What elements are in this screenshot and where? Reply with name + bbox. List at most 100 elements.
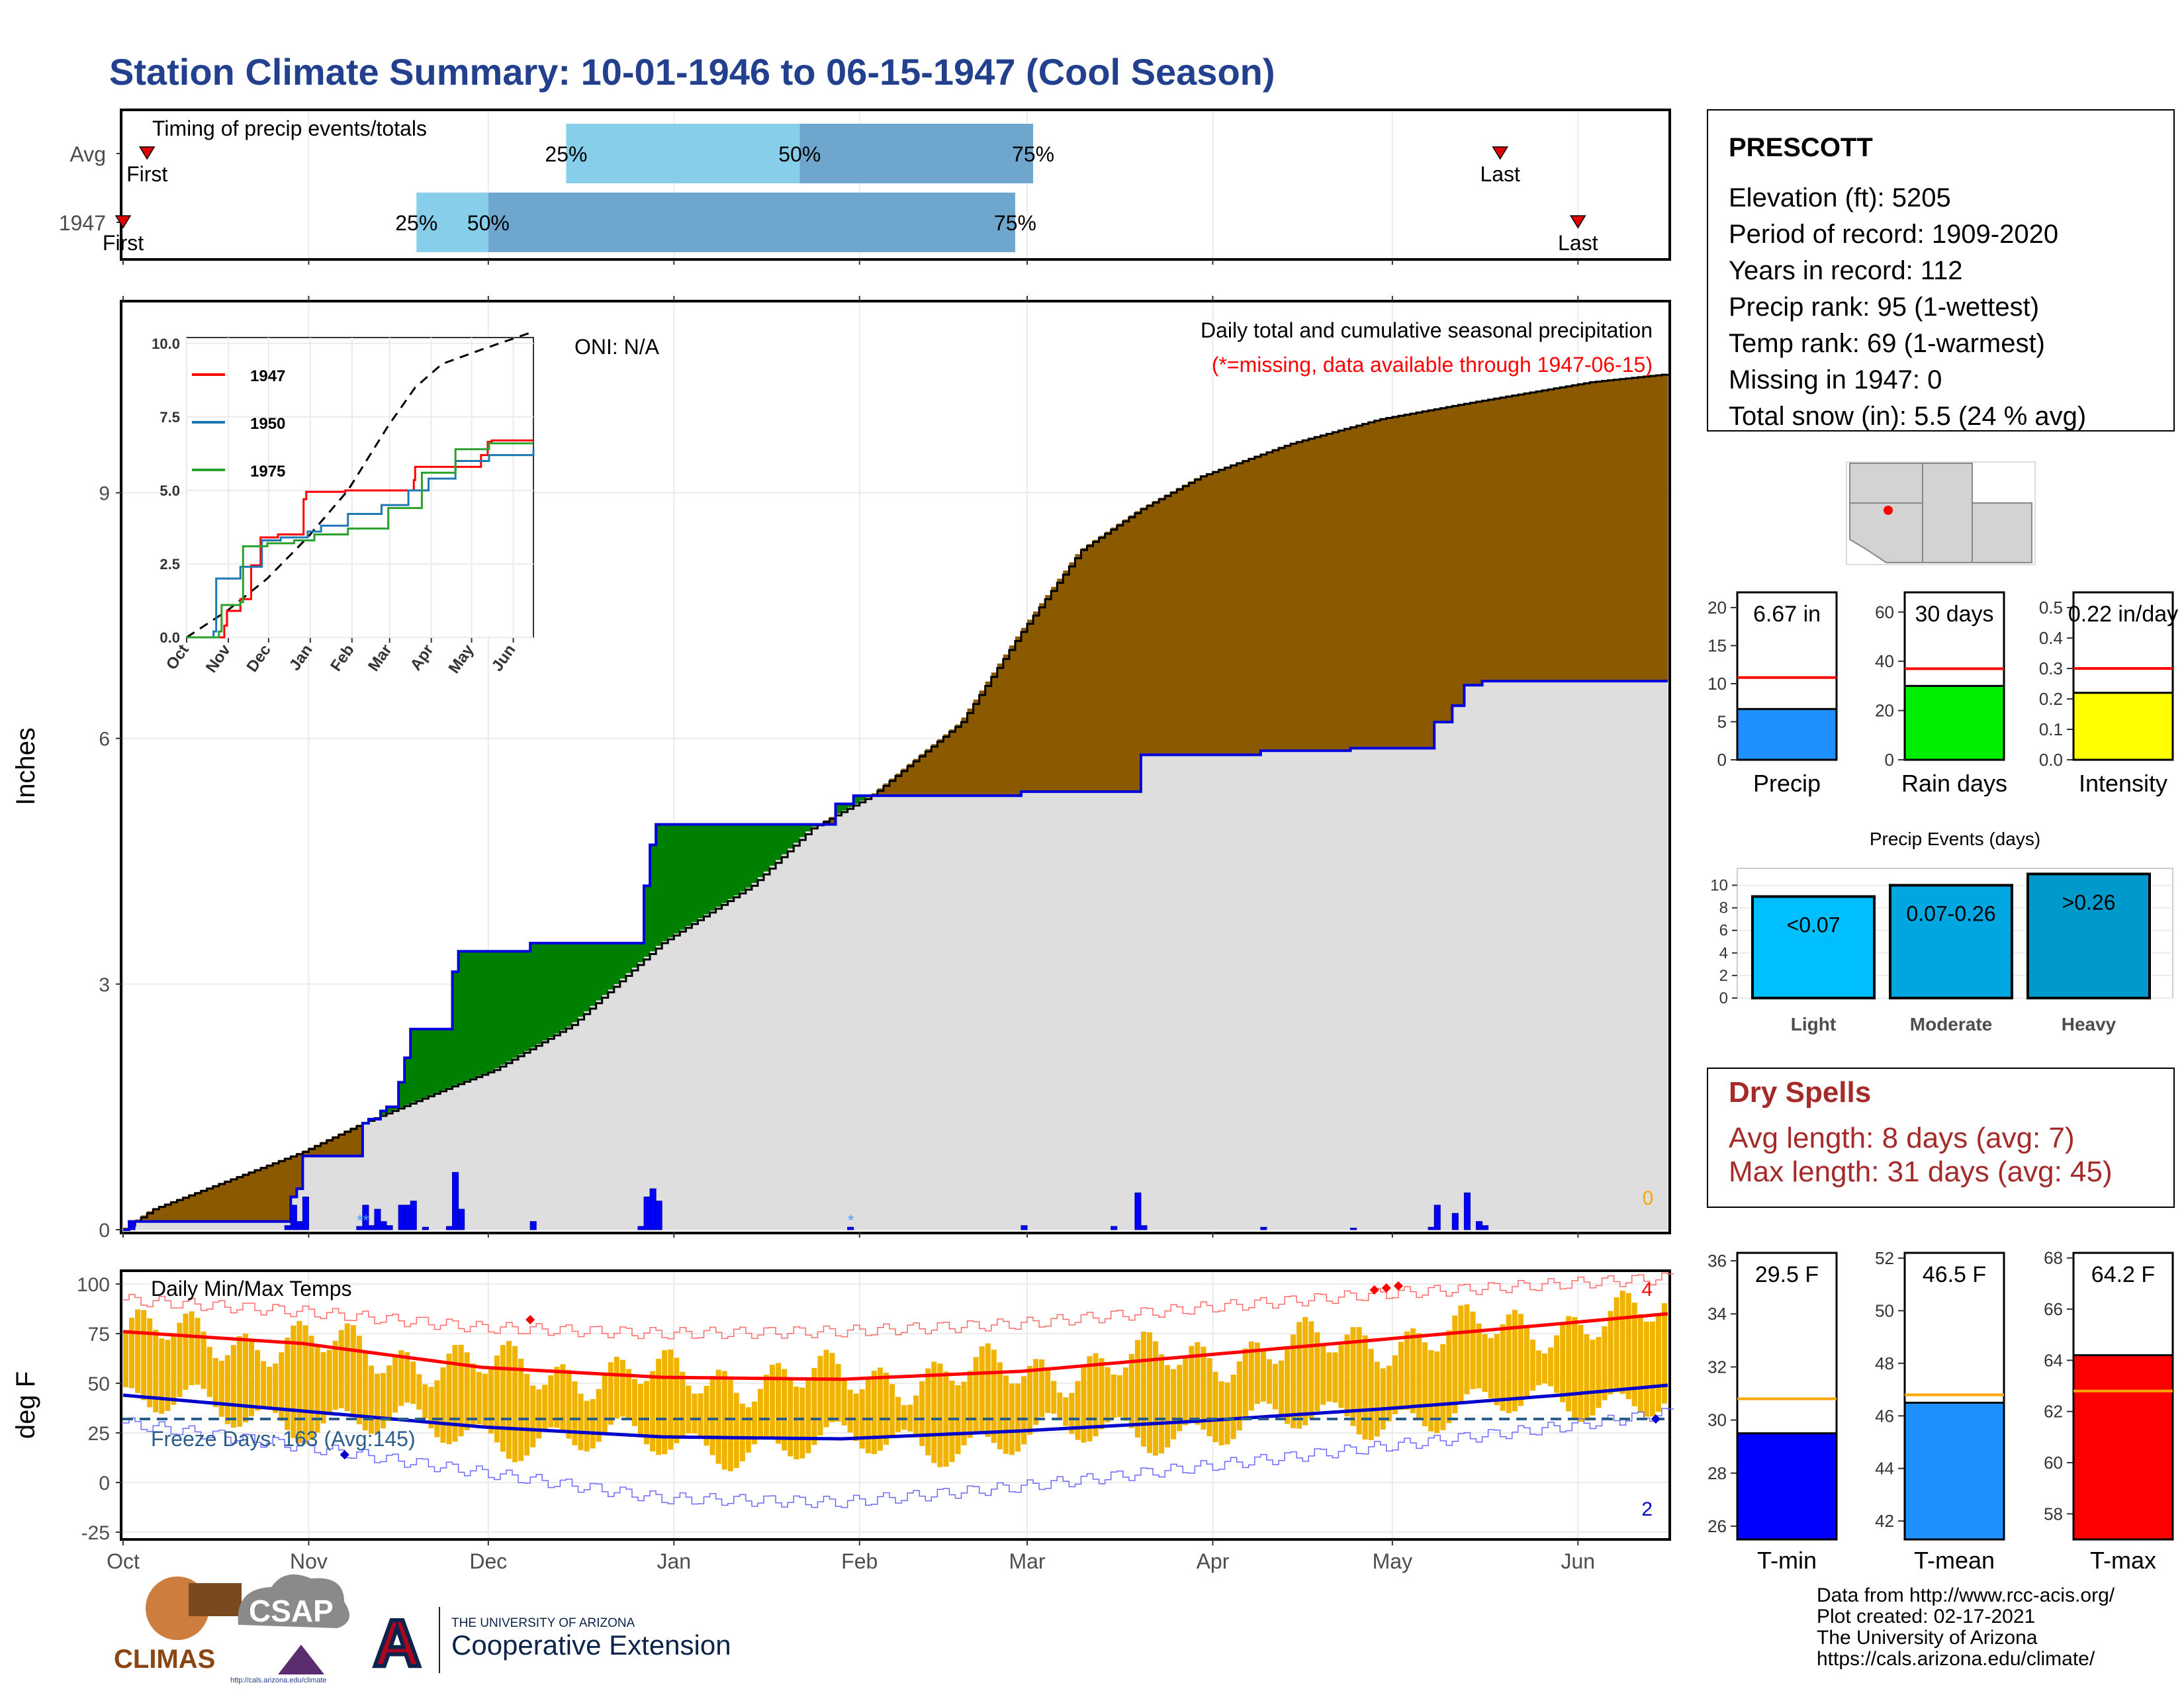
temps-daily-bar: [877, 1367, 883, 1451]
temps-daily-bar: [1554, 1335, 1560, 1393]
precip-departure-fill: [1512, 394, 1519, 682]
precip-base-fill: [1619, 681, 1627, 1230]
precip-daily-bar: [128, 1221, 136, 1230]
precip-base-fill: [1105, 792, 1112, 1230]
precip-base-fill: [1195, 754, 1201, 1230]
temps-daily-bar: [590, 1399, 596, 1449]
precip-daily-bar: [380, 1221, 387, 1230]
small-panel-bar: [2072, 1354, 2174, 1541]
precip-departure-fill: [877, 788, 884, 796]
precip-base-fill: [1470, 685, 1477, 1230]
precip-departure-fill: [410, 1028, 417, 1103]
precip-base-fill: [368, 1119, 375, 1230]
temps-daily-bar: [488, 1367, 494, 1434]
precip-base-fill: [1003, 796, 1010, 1230]
temps-daily-bar: [835, 1363, 841, 1422]
temps-daily-bar: [1236, 1361, 1242, 1431]
temps-daily-bar: [279, 1352, 285, 1421]
temps-daily-bar: [452, 1345, 458, 1442]
temps-daily-bar: [1500, 1324, 1506, 1411]
temps-daily-bar: [1350, 1327, 1356, 1426]
precip-base-fill: [1099, 792, 1106, 1230]
precip-departure-fill: [973, 699, 980, 796]
precip-departure-fill: [183, 1197, 190, 1222]
precip-departure-fill: [338, 1133, 345, 1156]
precip-departure-fill: [1021, 627, 1028, 792]
temps-daily-bar: [1332, 1352, 1338, 1403]
events-category-label: Moderate: [1910, 1014, 1992, 1034]
precip-departure-fill: [332, 1136, 340, 1156]
precip-base-fill: [392, 1109, 399, 1230]
precip-base-fill: [344, 1156, 351, 1230]
temps-xtick-label: Apr: [1197, 1549, 1230, 1573]
temps-daily-bar: [907, 1404, 913, 1432]
precip-base-fill: [1350, 748, 1357, 1230]
precip-base-fill: [757, 877, 764, 1230]
precip-base-fill: [883, 796, 890, 1230]
temps-daily-bar: [1159, 1354, 1165, 1454]
temps-daily-bar: [1111, 1374, 1116, 1418]
temps-daily-bar: [1254, 1342, 1260, 1404]
temps-daily-bar: [763, 1375, 770, 1437]
timing-chart: Timing of precip events/totals Avg 25% 50% 7…: [59, 111, 1598, 258]
temps-xtick-label: Jan: [657, 1549, 691, 1573]
precip-base-fill: [656, 946, 662, 1230]
precip-base-fill: [1655, 681, 1662, 1230]
precip-departure-fill: [1308, 437, 1315, 751]
precip-base-fill: [1500, 681, 1507, 1230]
precip-departure-fill: [428, 1028, 435, 1095]
precip-base-fill: [1033, 792, 1040, 1230]
precip-base-fill: [602, 995, 609, 1230]
precip-base-fill: [1362, 748, 1369, 1230]
temps-daily-bar: [1087, 1356, 1093, 1441]
precip-base-fill: [1308, 751, 1315, 1230]
temps-daily-bar: [296, 1320, 302, 1443]
precip-base-fill: [625, 973, 633, 1230]
precip-base-fill: [1254, 754, 1261, 1230]
temps-daily-bar: [1140, 1332, 1146, 1447]
timing-first-marker: [138, 146, 156, 160]
precip-base-fill: [464, 1080, 471, 1230]
precip-base-fill: [1206, 754, 1214, 1230]
temps-daily-bar: [1374, 1361, 1380, 1437]
temps-daily-bar: [422, 1384, 428, 1419]
temps-daily-bar: [542, 1385, 548, 1432]
precip-departure-fill: [1482, 400, 1489, 682]
precip-departure-fill: [153, 1208, 159, 1222]
precip-base-fill: [1236, 754, 1244, 1230]
precip-departure-fill: [500, 951, 507, 1065]
temps-daily-bar: [631, 1379, 637, 1426]
timing-bar-q25-q50: [566, 124, 800, 183]
precip-departure-fill: [782, 824, 788, 854]
precip-departure-fill: [776, 824, 782, 860]
precip-base-fill: [1183, 754, 1189, 1230]
temps-daily-bar: [1093, 1353, 1099, 1437]
precip-departure-fill: [1171, 491, 1177, 755]
precip-base-fill: [961, 796, 968, 1230]
precip-base-fill: [1596, 681, 1603, 1230]
precip-daily-bar: [649, 1188, 657, 1230]
temps-daily-bar: [1596, 1337, 1602, 1408]
precip-base-fill: [799, 837, 806, 1230]
precip-departure-fill: [937, 739, 944, 796]
precip-departure-fill: [404, 1058, 411, 1105]
precip-departure-fill: [991, 672, 998, 796]
temps-daily-bar: [1356, 1327, 1362, 1435]
precip-departure-fill: [1111, 527, 1118, 792]
precip-base-fill: [135, 1221, 142, 1230]
precip-departure-fill: [1476, 401, 1483, 686]
precip-base-fill: [674, 933, 680, 1230]
precip-departure-fill: [1195, 478, 1201, 755]
precip-base-fill: [1535, 681, 1543, 1230]
precip-departure-fill: [1212, 471, 1220, 755]
precip-departure-fill: [1398, 415, 1405, 749]
temps-daily-bar: [608, 1362, 614, 1425]
precip-base-fill: [141, 1221, 148, 1230]
precip-base-fill: [206, 1221, 214, 1230]
precip-base-fill: [267, 1221, 273, 1230]
small-panel-ytick-label: 26: [1707, 1516, 1727, 1536]
small-panel-ytick-label: 0: [1885, 750, 1894, 770]
precip-base-fill: [949, 796, 956, 1230]
temps-daily-bar: [1015, 1383, 1021, 1452]
temps-daily-bar: [1302, 1316, 1308, 1426]
